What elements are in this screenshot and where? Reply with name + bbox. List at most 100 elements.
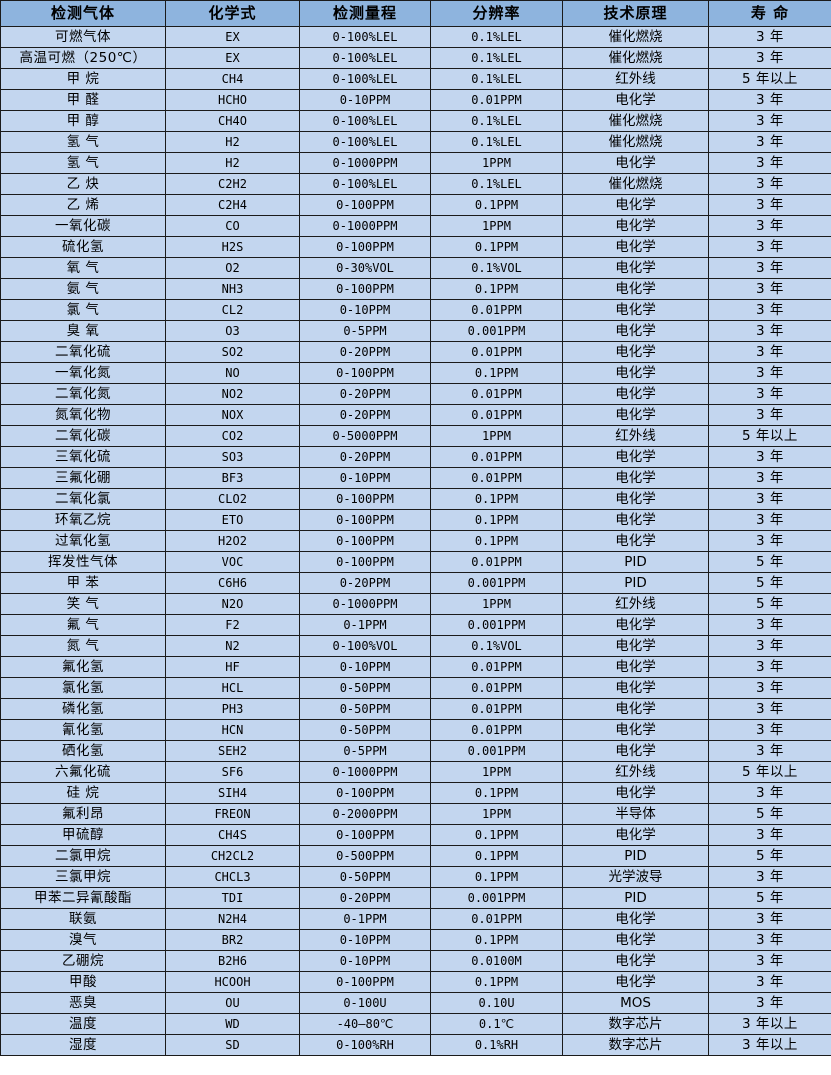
- cell-name: 笑 气: [0, 593, 166, 615]
- cell-principle: 红外线: [562, 761, 709, 783]
- cell-resolution: 0.1%RH: [430, 1034, 563, 1056]
- table-row: 二氧化碳 CO2 0-5000PPM 1PPM 红外线 5 年以上: [0, 425, 831, 447]
- cell-name: 氟利昂: [0, 803, 166, 825]
- cell-name: 挥发性气体: [0, 551, 166, 573]
- cell-life: 3 年: [708, 215, 831, 237]
- cell-resolution: 0.01PPM: [430, 89, 563, 111]
- cell-resolution: 0.1%LEL: [430, 110, 563, 132]
- cell-life: 3 年: [708, 173, 831, 195]
- cell-principle: 电化学: [562, 299, 709, 321]
- cell-resolution: 0.01PPM: [430, 719, 563, 741]
- cell-life: 3 年: [708, 236, 831, 258]
- cell-principle: 电化学: [562, 971, 709, 993]
- cell-principle: 电化学: [562, 740, 709, 762]
- table-row: 甲 苯 C6H6 0-20PPM 0.001PPM PID 5 年: [0, 572, 831, 594]
- cell-range: 0-20PPM: [299, 572, 431, 594]
- cell-formula: WD: [165, 1013, 300, 1035]
- cell-formula: NH3: [165, 278, 300, 300]
- cell-formula: HCN: [165, 719, 300, 741]
- cell-principle: 电化学: [562, 530, 709, 552]
- cell-formula: N2H4: [165, 908, 300, 930]
- cell-principle: 红外线: [562, 425, 709, 447]
- cell-name: 氨 气: [0, 278, 166, 300]
- cell-life: 3 年: [708, 320, 831, 342]
- cell-principle: 电化学: [562, 929, 709, 951]
- cell-formula: SO2: [165, 341, 300, 363]
- cell-resolution: 0.0100M: [430, 950, 563, 972]
- cell-principle: 催化燃烧: [562, 26, 709, 48]
- cell-range: 0-5000PPM: [299, 425, 431, 447]
- cell-formula: BF3: [165, 467, 300, 489]
- cell-resolution: 0.1%LEL: [430, 173, 563, 195]
- table-row: 甲酸 HCOOH 0-100PPM 0.1PPM 电化学 3 年: [0, 971, 831, 993]
- cell-name: 甲 苯: [0, 572, 166, 594]
- cell-formula: PH3: [165, 698, 300, 720]
- table-row: 氢 气 H2 0-100%LEL 0.1%LEL 催化燃烧 3 年: [0, 131, 831, 153]
- cell-resolution: 0.01PPM: [430, 446, 563, 468]
- cell-life: 3 年: [708, 152, 831, 174]
- cell-principle: 催化燃烧: [562, 110, 709, 132]
- cell-resolution: 1PPM: [430, 425, 563, 447]
- table-row: 乙 炔 C2H2 0-100%LEL 0.1%LEL 催化燃烧 3 年: [0, 173, 831, 195]
- cell-formula: H2S: [165, 236, 300, 258]
- cell-formula: HF: [165, 656, 300, 678]
- cell-principle: 电化学: [562, 614, 709, 636]
- cell-range: 0-100PPM: [299, 551, 431, 573]
- cell-name: 氮氧化物: [0, 404, 166, 426]
- cell-resolution: 0.1PPM: [430, 362, 563, 384]
- cell-resolution: 0.01PPM: [430, 656, 563, 678]
- cell-life: 5 年: [708, 551, 831, 573]
- cell-range: 0-10PPM: [299, 950, 431, 972]
- cell-formula: H2: [165, 131, 300, 153]
- cell-formula: C2H2: [165, 173, 300, 195]
- cell-resolution: 0.1PPM: [430, 278, 563, 300]
- cell-range: 0-1000PPM: [299, 215, 431, 237]
- cell-range: 0-10PPM: [299, 929, 431, 951]
- cell-name: 溴气: [0, 929, 166, 951]
- cell-range: 0-100PPM: [299, 782, 431, 804]
- cell-life: 5 年以上: [708, 68, 831, 90]
- cell-formula: H2O2: [165, 530, 300, 552]
- cell-range: 0-10PPM: [299, 89, 431, 111]
- table-row: 可燃气体 EX 0-100%LEL 0.1%LEL 催化燃烧 3 年: [0, 26, 831, 48]
- cell-life: 3 年: [708, 971, 831, 993]
- cell-principle: 数字芯片: [562, 1034, 709, 1056]
- table-row: 硅 烷 SIH4 0-100PPM 0.1PPM 电化学 3 年: [0, 782, 831, 804]
- table-row: 甲 烷 CH4 0-100%LEL 0.1%LEL 红外线 5 年以上: [0, 68, 831, 90]
- cell-range: 0-100%RH: [299, 1034, 431, 1056]
- cell-principle: 电化学: [562, 509, 709, 531]
- cell-resolution: 0.1PPM: [430, 488, 563, 510]
- cell-formula: SO3: [165, 446, 300, 468]
- cell-formula: CO: [165, 215, 300, 237]
- cell-name: 三氧化硫: [0, 446, 166, 468]
- table-row: 三氯甲烷 CHCL3 0-50PPM 0.1PPM 光学波导 3 年: [0, 866, 831, 888]
- cell-name: 硅 烷: [0, 782, 166, 804]
- column-header-formula: 化学式: [165, 0, 300, 27]
- cell-range: 0-100%LEL: [299, 110, 431, 132]
- cell-resolution: 0.1PPM: [430, 530, 563, 552]
- table-row: 硫化氢 H2S 0-100PPM 0.1PPM 电化学 3 年: [0, 236, 831, 258]
- table-row: 氟利昂 FREON 0-2000PPM 1PPM 半导体 5 年: [0, 803, 831, 825]
- column-header-life: 寿 命: [708, 0, 831, 27]
- cell-name: 环氧乙烷: [0, 509, 166, 531]
- cell-range: 0-100PPM: [299, 362, 431, 384]
- cell-resolution: 0.01PPM: [430, 404, 563, 426]
- cell-formula: VOC: [165, 551, 300, 573]
- table-row: 氯化氢 HCL 0-50PPM 0.01PPM 电化学 3 年: [0, 677, 831, 699]
- cell-range: 0-20PPM: [299, 446, 431, 468]
- cell-formula: EX: [165, 26, 300, 48]
- cell-principle: PID: [562, 887, 709, 909]
- cell-name: 氟 气: [0, 614, 166, 636]
- cell-formula: CH4: [165, 68, 300, 90]
- cell-formula: CH4O: [165, 110, 300, 132]
- cell-life: 3 年以上: [708, 1013, 831, 1035]
- cell-principle: 电化学: [562, 950, 709, 972]
- cell-name: 臭 氧: [0, 320, 166, 342]
- cell-life: 3 年: [708, 782, 831, 804]
- cell-resolution: 0.01PPM: [430, 299, 563, 321]
- cell-range: 0-100PPM: [299, 530, 431, 552]
- cell-range: 0-10PPM: [299, 656, 431, 678]
- cell-range: 0-1PPM: [299, 614, 431, 636]
- table-row: 环氧乙烷 ETO 0-100PPM 0.1PPM 电化学 3 年: [0, 509, 831, 531]
